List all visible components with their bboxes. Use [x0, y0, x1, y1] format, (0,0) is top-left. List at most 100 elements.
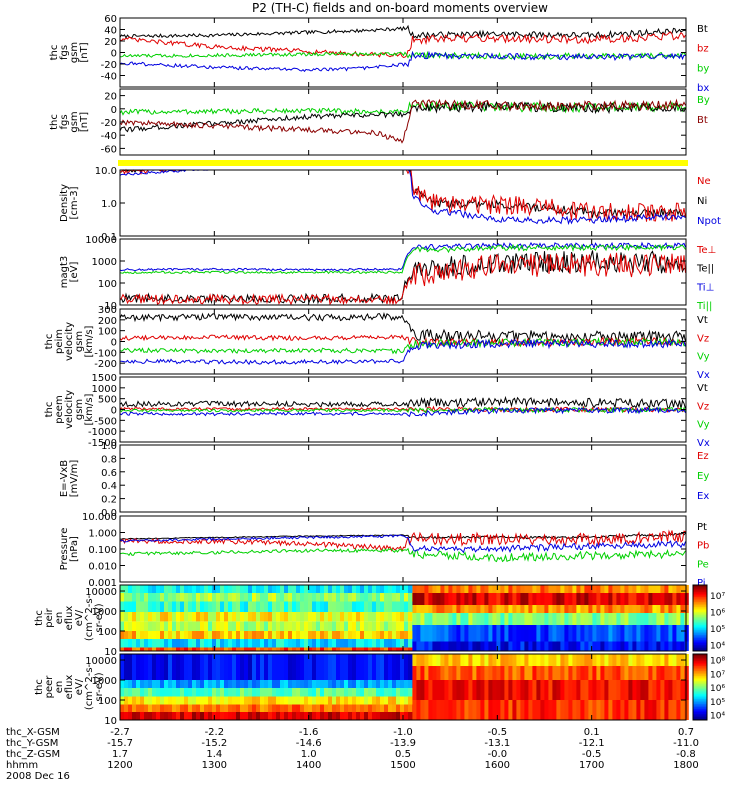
spectrogram-cell-10-1-1 — [416, 680, 421, 700]
y-axis-label-3-0: Density — [59, 184, 70, 222]
colorbar-cell-9-20 — [693, 616, 707, 619]
spectrogram-cell-10-1-3 — [660, 654, 665, 666]
spectrogram-cell-10-0-5 — [304, 654, 309, 680]
spectrogram-cell-10-0-5 — [188, 654, 193, 680]
spectrogram-cell-9-0-5 — [216, 601, 221, 612]
spectrogram-cell-10-0-1 — [196, 704, 201, 712]
spectrogram-cell-9-0-3 — [172, 621, 177, 631]
spectrogram-cell-9-1-4 — [612, 593, 617, 605]
spectrogram-cell-9-0-6 — [280, 593, 285, 602]
spectrogram-cell-9-1-2 — [476, 613, 481, 625]
spectrogram-cell-10-0-0 — [172, 712, 177, 720]
spectrogram-cell-9-1-4 — [484, 593, 489, 605]
legend-label-3-2: Npot — [697, 216, 721, 227]
spectrogram-cell-9-1-4 — [480, 593, 485, 605]
spectrogram-cell-9-0-1 — [224, 639, 229, 648]
spectrogram-cell-9-0-0 — [128, 647, 133, 651]
spectrogram-cell-10-0-0 — [400, 712, 405, 720]
spectrogram-cell-9-1-4 — [456, 593, 461, 605]
spectrogram-cell-10-0-3 — [396, 688, 401, 697]
spectrogram-cell-10-1-2 — [684, 666, 689, 680]
spectrogram-cell-10-0-5 — [376, 654, 381, 680]
spectrogram-cell-9-0-5 — [236, 601, 241, 612]
spectrogram-cell-10-1-1 — [656, 680, 661, 700]
spectrogram-cell-10-0-2 — [404, 696, 409, 705]
spectrogram-cell-9-0-1 — [160, 639, 165, 648]
spectrogram-cell-9-1-0 — [640, 641, 645, 651]
spectrogram-cell-9-0-7 — [248, 585, 253, 593]
spectrogram-cell-10-0-3 — [196, 688, 201, 697]
spectrogram-cell-9-0-0 — [288, 647, 293, 651]
spectrogram-cell-9-0-1 — [248, 639, 253, 648]
ephemeris-value-1-5: -12.1 — [579, 738, 605, 749]
spectrogram-cell-9-1-3 — [476, 605, 481, 613]
spectrogram-cell-10-1-3 — [584, 654, 589, 666]
spectrogram-cell-9-1-2 — [484, 613, 489, 625]
spectrogram-cell-9-1-1 — [632, 625, 637, 642]
spectrogram-cell-10-0-5 — [408, 654, 413, 680]
spectrogram-cell-10-0-1 — [268, 704, 273, 712]
spectrogram-cell-9-0-5 — [176, 601, 181, 612]
spectrogram-cell-9-1-3 — [576, 605, 581, 613]
colorbar-cell-10-14 — [693, 695, 707, 698]
spectrogram-cell-9-1-4 — [440, 593, 445, 605]
spectrogram-cell-9-0-7 — [376, 585, 381, 593]
spectrogram-cell-10-0-1 — [180, 704, 185, 712]
spectrogram-cell-10-0-0 — [148, 712, 153, 720]
spectrogram-cell-10-0-3 — [336, 688, 341, 697]
spectrogram-cell-10-0-1 — [136, 704, 141, 712]
y-tick-label-7-3: 0.6 — [101, 468, 117, 479]
spectrogram-cell-9-0-0 — [300, 647, 305, 651]
y-axis-label-6-2: velocity — [64, 390, 75, 429]
spectrogram-cell-10-1-1 — [572, 680, 577, 700]
spectrogram-cell-9-1-0 — [652, 641, 657, 651]
spectrogram-cell-9-1-1 — [488, 625, 493, 642]
spectrogram-cell-10-0-3 — [232, 688, 237, 697]
spectrogram-cell-10-0-2 — [328, 696, 333, 705]
spectrogram-cell-9-0-5 — [248, 601, 253, 612]
spectrogram-cell-9-0-2 — [300, 631, 305, 639]
y-tick-label-7-1: 0.2 — [101, 495, 117, 506]
spectrogram-cell-9-0-5 — [380, 601, 385, 612]
spectrogram-cell-9-1-0 — [644, 641, 649, 651]
spectrogram-cell-9-0-6 — [136, 593, 141, 602]
series-line-6-2 — [119, 406, 686, 414]
colorbar-cell-9-6 — [693, 639, 707, 642]
spectrogram-cell-10-0-2 — [268, 696, 273, 705]
spectrogram-cell-10-0-0 — [244, 712, 249, 720]
spectrogram-cell-10-1-1 — [512, 680, 517, 700]
spectrogram-cell-9-0-6 — [268, 593, 273, 602]
spectrogram-cell-10-1-1 — [556, 680, 561, 700]
colorbar-cell-10-10 — [693, 701, 707, 704]
spectrogram-cell-10-1-0 — [552, 700, 557, 720]
y-tick-label-3-1: 1.0 — [101, 199, 117, 210]
spectrogram-cell-9-0-4 — [240, 611, 245, 622]
spectrogram-cell-9-1-3 — [564, 605, 569, 613]
spectrogram-cell-10-0-2 — [164, 696, 169, 705]
spectrogram-cell-9-0-1 — [200, 639, 205, 648]
spectrogram-cell-9-0-3 — [316, 621, 321, 631]
colorbar-cell-10-18 — [693, 688, 707, 691]
spectrogram-cell-9-0-0 — [120, 647, 125, 651]
series-line-5-1 — [119, 334, 686, 348]
spectrogram-cell-9-0-3 — [304, 621, 309, 631]
spectrogram-cell-9-1-5 — [516, 585, 521, 593]
spectrogram-cell-10-1-2 — [560, 666, 565, 680]
spectrogram-cell-10-0-0 — [348, 712, 353, 720]
spectrogram-cell-10-0-5 — [280, 654, 285, 680]
spectrogram-cell-9-0-7 — [160, 585, 165, 593]
spectrogram-cell-9-0-0 — [156, 647, 161, 651]
spectrogram-cell-10-0-4 — [352, 680, 357, 688]
spectrogram-cell-10-0-0 — [160, 712, 165, 720]
spectrogram-cell-9-1-3 — [452, 605, 457, 613]
y-tick-label-9-1: 100 — [98, 627, 117, 638]
spectrogram-cell-10-0-2 — [348, 696, 353, 705]
spectrogram-cell-9-1-3 — [504, 605, 509, 613]
spectrogram-cell-10-1-3 — [436, 654, 441, 666]
spectrogram-cell-10-0-0 — [344, 712, 349, 720]
spectrogram-cell-9-0-5 — [340, 601, 345, 612]
spectrogram-cell-9-0-4 — [152, 611, 157, 622]
spectrogram-cell-9-1-0 — [448, 641, 453, 651]
colorbar-cell-9-15 — [693, 624, 707, 627]
